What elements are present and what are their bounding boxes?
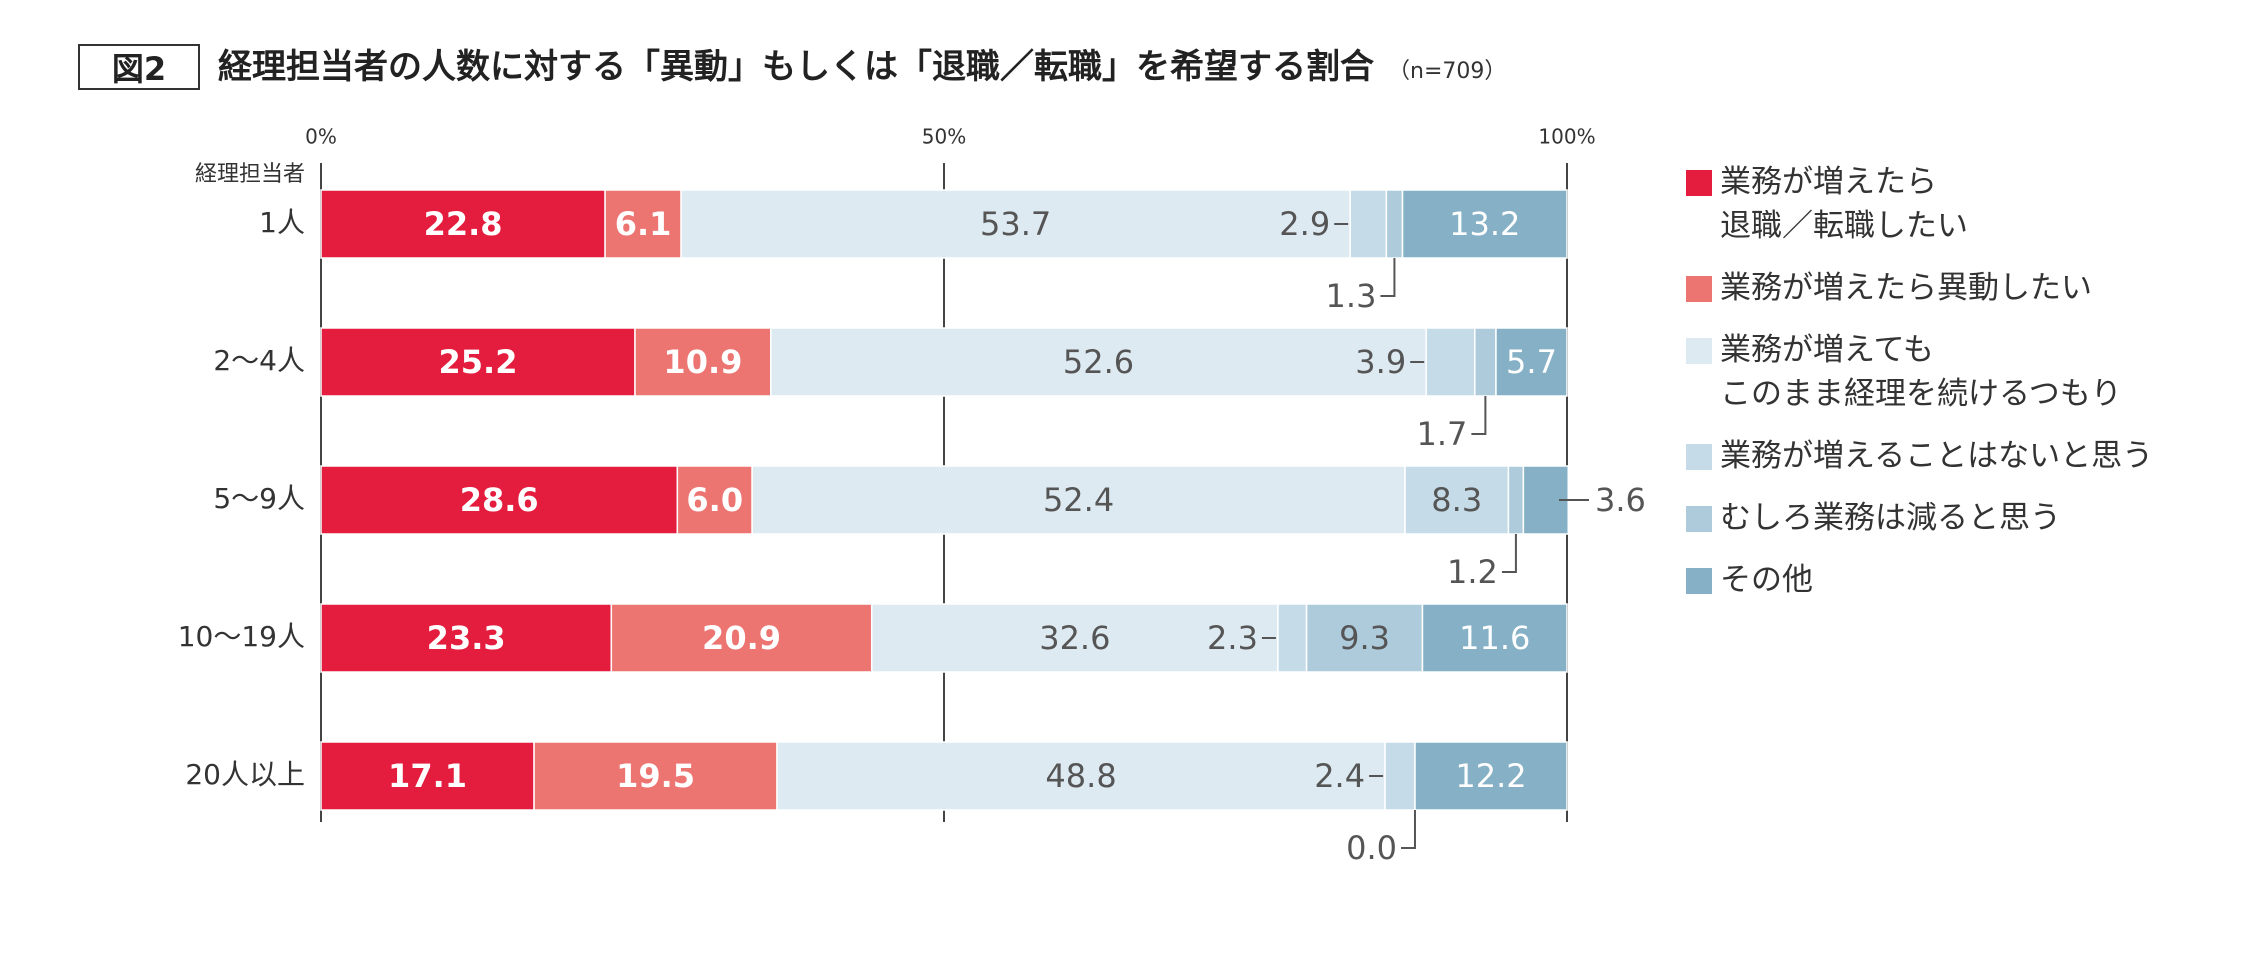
bar-segment [1401,189,1568,259]
bar-segment [1414,741,1568,811]
bar-segment [1384,741,1416,811]
data-label: 3.6 [1595,481,1646,519]
legend-label: 業務が増えたら 退職／転職したい [1720,164,1968,244]
legend-swatch [1686,568,1712,594]
bar-segment [1495,327,1568,397]
data-label: 2.9 [1279,205,1330,243]
data-label: 6.1 [615,205,672,243]
data-label: 22.8 [424,205,503,243]
data-label: 1.3 [1326,277,1377,315]
legend-label: その他 [1720,562,1813,598]
bar-segment [610,603,873,673]
legend-swatch [1686,276,1712,302]
legend-label: 業務が増えたら異動したい [1720,270,2092,306]
bar-segment [1474,327,1497,397]
chart-title-text: 経理担当者の人数に対する「異動」もしくは「退職／転職」を希望する割合 [218,47,1374,87]
bar-segment [676,465,753,535]
bar-segment [1305,603,1424,673]
bar-segment [751,465,1406,535]
bar-segment [320,465,679,535]
data-label: 52.4 [1043,481,1114,519]
callout-line [1400,810,1416,849]
data-label: 53.7 [980,205,1051,243]
legend-item: 業務が増えることはないと思う [1686,434,2246,478]
data-label: 1.7 [1416,415,1467,453]
bar-segment [1507,465,1525,535]
bar-segment [770,327,1427,397]
legend-item: 業務が増えたら異動したい [1686,266,2246,310]
category-label: 5〜9人 [213,482,305,515]
data-label: 28.6 [460,481,539,519]
category-header: 経理担当者 [195,162,305,187]
data-label: 11.6 [1459,619,1530,657]
bar-segment [320,603,613,673]
data-label: 25.2 [439,343,518,381]
bar-segment [1349,189,1388,259]
legend-swatch [1686,444,1712,470]
legend: 業務が増えたら 退職／転職したい業務が増えたら異動したい業務が増えても このまま… [1686,160,2246,620]
legend-label: 業務が増えることはないと思う [1720,438,2154,474]
legend-item: むしろ業務は減ると思う [1686,496,2246,540]
data-label: 52.6 [1063,343,1134,381]
stacked-bar-chart: 0% 50% 100% 経理担当者 1人 22.8 6.1 53.7 2.9 1.3 13.2 2〜4… [178,125,1646,868]
bar-segment [1421,603,1568,673]
callout-line [1471,396,1487,435]
data-label: 1.2 [1447,553,1498,591]
bar-segment [1404,465,1510,535]
axis-tick-label: 0% [305,125,337,149]
legend-swatch [1686,170,1712,196]
callout-line [1501,534,1517,573]
data-label: 12.2 [1455,757,1526,795]
legend-item: その他 [1686,558,2246,602]
data-label: 9.3 [1339,619,1390,657]
bar-segment [1277,603,1308,673]
chart-title: 経理担当者の人数に対する「異動」もしくは「退職／転職」を希望する割合 （n=709… [218,40,1506,99]
sample-size: （n=709） [1388,59,1507,84]
data-label: 13.2 [1449,205,1520,243]
data-label: 48.8 [1045,757,1116,795]
axis-tick-label: 100% [1538,125,1595,149]
bar-segment [1425,327,1476,397]
legend-swatch [1686,506,1712,532]
bar-segment [320,741,535,811]
data-label: 10.9 [663,343,742,381]
data-label: 2.3 [1207,619,1258,657]
data-label: 3.9 [1355,343,1406,381]
category-label: 10〜19人 [178,620,305,653]
data-label: 0.0 [1346,829,1397,867]
category-label: 2〜4人 [213,344,305,377]
data-label: 8.3 [1431,481,1482,519]
data-label: 5.7 [1506,343,1557,381]
bar-segment [870,603,1279,673]
bar-segment [320,327,636,397]
bar-segment [634,327,772,397]
data-label: 6.0 [686,481,743,519]
bar-segment [320,189,606,259]
data-label: 17.1 [388,757,467,795]
category-label: 20人以上 [185,758,305,791]
legend-label: むしろ業務は減ると思う [1720,500,2061,536]
bar-segment [680,189,1351,259]
legend-label: 業務が増えても このまま経理を続けるつもり [1720,332,2122,412]
bar-segment [1385,189,1404,259]
legend-swatch [1686,338,1712,364]
figure-number-label: 図2 [78,44,200,90]
category-label: 1人 [259,206,305,239]
axis-tick-label: 50% [922,125,966,149]
callout-line [1380,258,1396,297]
data-label: 32.6 [1039,619,1110,657]
legend-item: 業務が増えても このまま経理を続けるつもり [1686,328,2246,416]
data-label: 19.5 [616,757,695,795]
data-label: 2.4 [1314,757,1365,795]
bar-segment [776,741,1386,811]
data-label: 20.9 [702,619,781,657]
data-label: 23.3 [427,619,506,657]
bar-segment [604,189,682,259]
legend-item: 業務が増えたら 退職／転職したい [1686,160,2246,248]
